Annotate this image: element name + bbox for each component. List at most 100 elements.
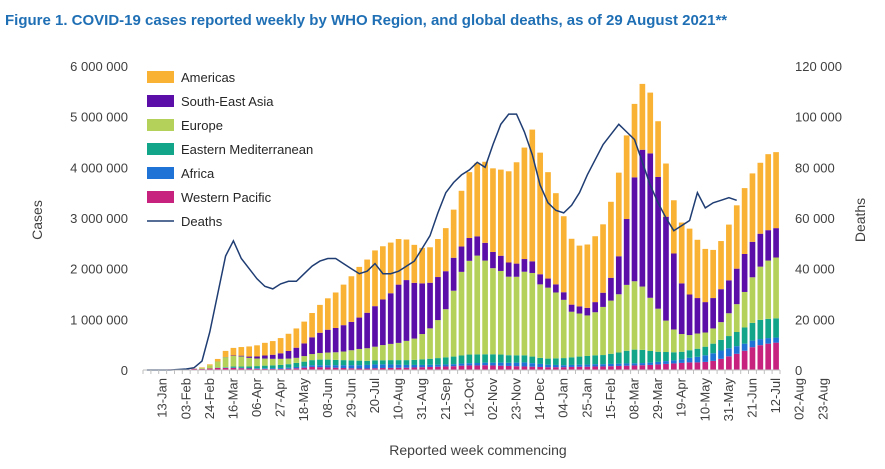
bar-segment-south-east-asia	[718, 289, 724, 323]
bar-segment-south-east-asia	[458, 246, 465, 272]
bar-segment-western-pacific	[435, 366, 441, 370]
bar-segment-eastern-mediterranean	[513, 355, 520, 363]
bar-segment-western-pacific	[230, 367, 237, 370]
bar-segment-africa	[600, 364, 606, 367]
bar-segment-americas	[332, 292, 339, 328]
bar-segment-africa	[262, 368, 268, 369]
bar-segment-africa	[710, 353, 716, 361]
bar-segment-western-pacific	[387, 367, 394, 370]
bar-segment-americas	[474, 162, 481, 237]
bar-segment-south-east-asia	[505, 262, 512, 277]
bar-segment-south-east-asia	[608, 277, 614, 301]
bar-segment-western-pacific	[647, 364, 654, 370]
bar-segment-europe	[576, 313, 583, 357]
legend-swatch-europe	[147, 119, 174, 131]
bar-segment-europe	[529, 272, 536, 357]
bar-segment-eastern-mediterranean	[497, 354, 504, 363]
bar-segment-western-pacific	[482, 365, 488, 370]
bar-segment-eastern-mediterranean	[490, 354, 496, 363]
bar-segment-africa	[246, 367, 252, 369]
bar-segment-eastern-mediterranean	[615, 352, 622, 364]
bar-segment-europe	[694, 333, 701, 349]
x-tick-label: 02-Nov	[485, 378, 500, 420]
bar-segment-eastern-mediterranean	[364, 360, 370, 365]
bar-segment-western-pacific	[419, 367, 426, 370]
y-left-tick-label: 0	[121, 363, 128, 378]
x-axis: 13-Jan 03-Feb 24-Feb 16-Mar 06-Apr 27-Apr 18-M…	[142, 369, 830, 422]
bar-segment-western-pacific	[592, 366, 599, 370]
bar-segment-americas	[694, 239, 701, 299]
bar-segment-western-pacific	[545, 367, 551, 370]
bar-segment-south-east-asia	[442, 271, 449, 310]
bar-segment-eastern-mediterranean	[545, 358, 551, 365]
bar-segment-africa	[513, 362, 520, 367]
bar-segment-europe	[702, 332, 709, 347]
bar-segment-europe	[356, 348, 363, 361]
y-left-tick-label: 6 000 000	[70, 59, 128, 74]
bar-segment-europe	[592, 312, 599, 356]
bar-segment-south-east-asia	[324, 329, 331, 353]
bar-segment-south-east-asia	[380, 299, 386, 346]
bar-segment-europe	[387, 343, 394, 361]
x-tick-label: 14-Dec	[532, 378, 547, 420]
bar-segment-south-east-asia	[584, 307, 591, 316]
bar-segment-europe	[733, 304, 740, 332]
bar-segment-africa	[655, 361, 661, 365]
x-tick-label: 21-Jun	[745, 378, 760, 418]
bar-segment-south-east-asia	[655, 176, 661, 309]
bar-segment-americas	[521, 147, 528, 260]
bar-segment-western-pacific	[293, 368, 300, 370]
bar-segment-eastern-mediterranean	[277, 364, 284, 368]
bar-segment-western-pacific	[324, 367, 331, 370]
bar-segment-europe	[309, 354, 315, 361]
y-axis-right: 0 20 000 40 000 60 000 80 000 100 000 120 000	[795, 59, 842, 378]
x-tick-label: 10-Aug	[391, 378, 406, 420]
bar-segment-americas	[435, 239, 441, 278]
x-tick-label: 15-Feb	[603, 378, 618, 419]
bar-segment-eastern-mediterranean	[529, 356, 536, 364]
x-tick-label: 12-Oct	[461, 378, 476, 417]
bar-segment-europe	[419, 334, 426, 360]
bar-segment-europe	[254, 358, 260, 367]
bar-segment-europe	[293, 357, 300, 363]
bar-segment-americas	[671, 200, 677, 254]
bar-segment-europe	[427, 328, 433, 359]
bar-segment-eastern-mediterranean	[293, 362, 300, 367]
bar-segment-eastern-mediterranean	[254, 366, 260, 369]
bar-segment-eastern-mediterranean	[411, 359, 418, 365]
bar-segment-eastern-mediterranean	[749, 322, 756, 341]
bar-segment-africa	[293, 366, 300, 369]
bar-segment-europe	[364, 348, 370, 361]
bar-segment-americas	[592, 236, 599, 303]
bar-segment-americas	[482, 161, 488, 243]
y-axis-title-right: Deaths	[852, 198, 868, 242]
bar-segment-americas	[403, 239, 410, 281]
bar-segment-eastern-mediterranean	[317, 359, 323, 366]
bar-segment-western-pacific	[340, 367, 347, 370]
bar-segment-europe	[214, 361, 221, 368]
bar-segment-south-east-asia	[497, 255, 504, 271]
y-right-tick-label: 20 000	[795, 312, 835, 327]
legend-label-deaths: Deaths	[181, 214, 223, 229]
bar-segment-western-pacific	[671, 363, 677, 370]
bar-segment-europe	[411, 338, 418, 360]
bar-segment-south-east-asia	[678, 283, 685, 335]
bar-segment-western-pacific	[529, 366, 536, 370]
bar-segment-western-pacific	[623, 365, 630, 370]
bar-segment-eastern-mediterranean	[655, 351, 661, 362]
bar-segment-eastern-mediterranean	[387, 360, 394, 365]
bar-segment-south-east-asia	[631, 177, 638, 282]
bar-segment-western-pacific	[584, 366, 591, 370]
bar-segment-south-east-asia	[568, 304, 575, 312]
bar-segment-americas	[663, 163, 669, 217]
y-right-tick-label: 80 000	[795, 160, 835, 175]
bar-segment-western-pacific	[631, 365, 638, 370]
x-tick-label: 20-Jul	[367, 378, 382, 414]
bar-segment-eastern-mediterranean	[537, 357, 543, 364]
bar-segment-western-pacific	[765, 343, 772, 370]
x-tick-label: 31-May	[721, 378, 736, 422]
bar-segment-africa	[380, 364, 386, 368]
legend-label-western-pacific: Western Pacific	[181, 190, 272, 205]
bar-segment-south-east-asia	[411, 282, 418, 339]
